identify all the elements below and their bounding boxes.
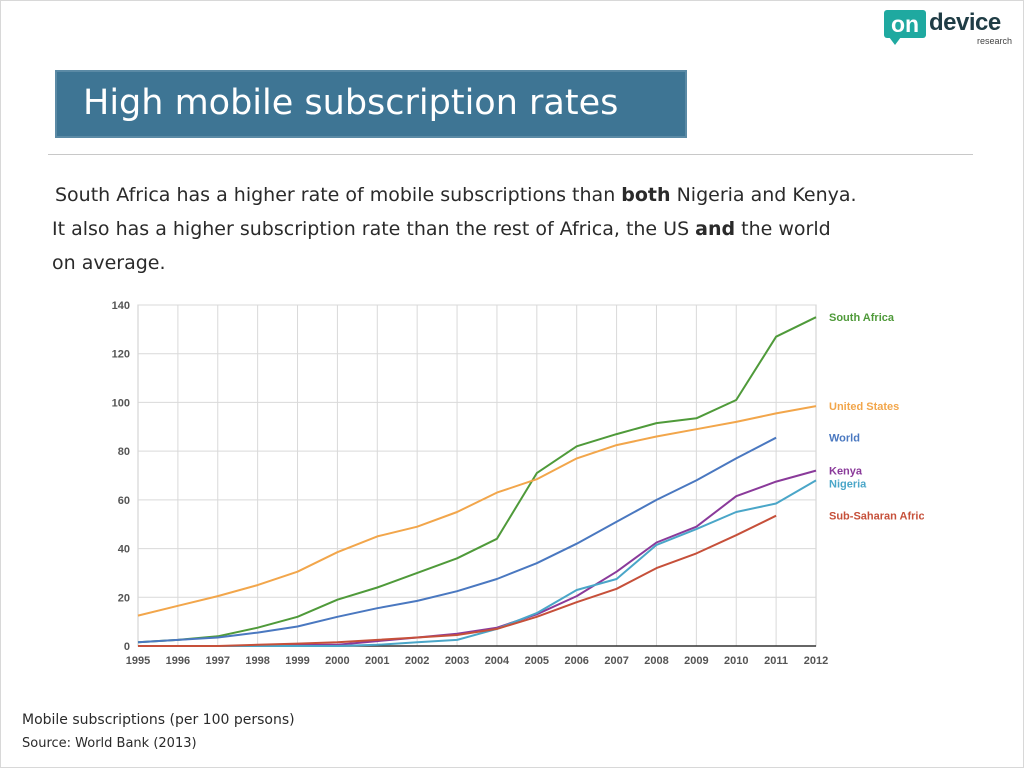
logo-speech-bubble: on [884, 10, 926, 45]
logo-subtitle: research [976, 36, 1012, 46]
x-tick-label: 2006 [564, 655, 588, 667]
x-tick-label: 1999 [285, 655, 309, 667]
logo-wordmark: device [929, 9, 1001, 36]
y-tick-label: 120 [112, 349, 130, 361]
body-line-2-post: the world [735, 218, 831, 240]
x-tick-label: 2011 [764, 655, 788, 667]
body-line-1-bold: both [621, 184, 671, 206]
y-tick-label: 140 [112, 300, 130, 312]
x-tick-label: 2012 [804, 655, 828, 667]
x-tick-label: 1997 [206, 655, 230, 667]
plot-area [137, 304, 817, 647]
x-tick-label: 1995 [126, 655, 150, 667]
title-banner: High mobile subscription rates [57, 72, 685, 136]
body-line-1-post: Nigeria and Kenya. [670, 184, 857, 206]
x-tick-label: 2004 [485, 655, 510, 667]
y-tick-label: 100 [112, 397, 130, 409]
legend-label-sub-saharan-africa: Sub-Saharan Africa [829, 511, 924, 523]
y-tick-label: 0 [124, 641, 130, 653]
x-tick-label: 2005 [525, 655, 549, 667]
body-line-1-pre: South Africa has a higher rate of mobile… [55, 184, 622, 206]
x-tick-label: 2010 [724, 655, 748, 667]
y-tick-label: 80 [118, 446, 130, 458]
x-tick-label: 2000 [325, 655, 349, 667]
chart-caption: Mobile subscriptions (per 100 persons) [22, 712, 295, 728]
x-tick-label: 2008 [644, 655, 668, 667]
chart-source: Source: World Bank (2013) [22, 736, 197, 751]
series-line-south-africa [137, 316, 817, 644]
x-tick-label: 2009 [684, 655, 708, 667]
body-line-2: It also has a higher subscription rate t… [52, 212, 1002, 246]
legend-label-nigeria: Nigeria [829, 479, 867, 491]
legend-label-world: World [829, 433, 860, 445]
ondevice-logo: on device research [884, 8, 1014, 46]
x-tick-label: 1998 [245, 655, 269, 667]
y-tick-label: 40 [118, 544, 130, 556]
series-line-world [137, 436, 777, 644]
legend-label-south-africa: South Africa [829, 312, 895, 324]
x-tick-label: 2007 [604, 655, 628, 667]
y-tick-label: 60 [118, 495, 130, 507]
x-tick-label: 2002 [405, 655, 429, 667]
x-tick-label: 2003 [445, 655, 469, 667]
legend-label-kenya: Kenya [829, 466, 863, 478]
legend-label-united-states: United States [829, 401, 899, 413]
subscriptions-line-chart: 0 20 40 60 80 100 120 140 1995 1996 1997 1998 1999 20… [112, 300, 924, 667]
body-line-3: on average. [52, 252, 166, 274]
body-text: South Africa has a higher rate of mobile… [52, 178, 1002, 280]
x-tick-label: 1996 [166, 655, 190, 667]
body-line-2-pre: It also has a higher subscription rate t… [52, 218, 696, 240]
title-divider [48, 154, 973, 155]
series-line-sub-saharan-africa [138, 514, 777, 647]
series-line-united-states [137, 405, 817, 617]
page-title: High mobile subscription rates [83, 83, 619, 123]
y-tick-label: 20 [118, 592, 130, 604]
x-tick-label: 2001 [365, 655, 389, 667]
body-line-2-bold: and [695, 218, 736, 240]
body-line-1: South Africa has a higher rate of mobile… [55, 178, 1002, 212]
